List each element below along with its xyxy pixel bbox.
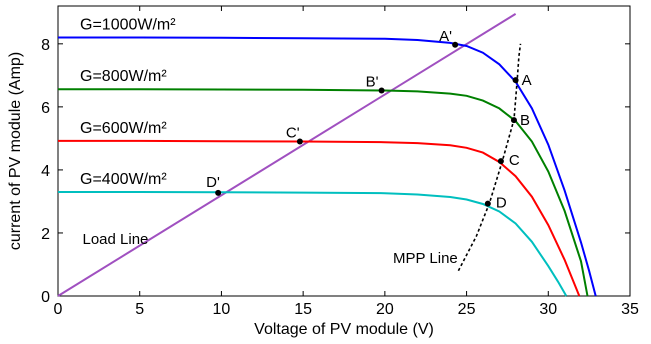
load-line-label: Load Line xyxy=(83,231,149,248)
mpp-line xyxy=(457,43,522,272)
operating-point-label: C' xyxy=(286,125,300,142)
series-line-1 xyxy=(58,36,597,297)
x-tick-label: 0 xyxy=(54,301,63,318)
series-line-3 xyxy=(58,139,581,297)
x-axis-label: Voltage of PV module (V) xyxy=(254,321,434,338)
series-line-2 xyxy=(58,88,589,297)
series-line-4 xyxy=(58,191,568,297)
y-tick-label: 0 xyxy=(41,289,50,306)
y-tick-label: 6 xyxy=(41,100,50,117)
operating-point-marker xyxy=(296,138,303,145)
annotation-layer: G=1000W/m² G=800W/m² G=600W/m² G=400W/m² A B C… xyxy=(80,17,532,267)
operating-point-marker xyxy=(497,158,504,165)
operating-point-marker xyxy=(378,87,385,94)
y-axis-label: current of PV module (Amp) xyxy=(7,52,24,250)
series-label-2: G=800W/m² xyxy=(80,68,167,85)
operating-point-label: A' xyxy=(439,28,452,45)
x-tick-label: 15 xyxy=(294,301,312,318)
operating-point-marker xyxy=(512,77,519,84)
x-tick-label: 20 xyxy=(376,301,394,318)
operating-point-marker xyxy=(452,41,459,48)
operating-point-label: D xyxy=(496,195,507,212)
operating-point-label: A xyxy=(522,72,532,89)
series-layer xyxy=(57,13,597,297)
operating-point-label: B' xyxy=(366,73,379,90)
load-line xyxy=(57,13,517,297)
x-tick-label: 10 xyxy=(213,301,231,318)
series-label-3: G=600W/m² xyxy=(80,120,167,137)
series-label-4: G=400W/m² xyxy=(80,171,167,188)
axis-ticks: 0 5 10 15 20 25 30 35 0 2 4 6 8 xyxy=(41,6,639,318)
mpp-line-label: MPP Line xyxy=(393,250,458,267)
operating-point-label: D' xyxy=(206,174,220,191)
x-tick-label: 30 xyxy=(539,301,557,318)
operating-point-label: C xyxy=(509,152,520,169)
y-tick-label: 4 xyxy=(41,163,50,180)
x-tick-label: 25 xyxy=(458,301,476,318)
y-tick-label: 8 xyxy=(41,37,50,54)
operating-point-marker xyxy=(215,189,222,196)
y-tick-label: 2 xyxy=(41,226,50,243)
plot-area xyxy=(57,5,631,297)
x-tick-label: 35 xyxy=(621,301,639,318)
operating-point-marker xyxy=(484,200,491,207)
operating-point-marker xyxy=(510,117,517,124)
series-label-1: G=1000W/m² xyxy=(80,17,176,34)
x-tick-label: 5 xyxy=(135,301,144,318)
operating-point-label: B xyxy=(520,112,530,129)
